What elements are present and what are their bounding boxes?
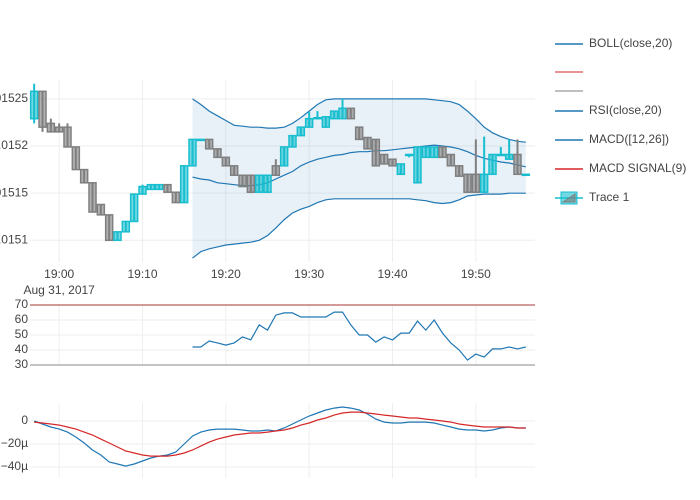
y-tick-label: 0.01515	[0, 185, 28, 199]
candle-body	[196, 138, 206, 142]
candle-body	[238, 174, 247, 188]
candle-body	[279, 146, 289, 167]
legend-label: MACD([12,26])	[589, 132, 669, 146]
candle-body	[204, 138, 214, 150]
y-tick-label: −40µ	[1, 459, 28, 473]
x-tick-label: 19:00	[44, 267, 74, 281]
candle-body	[154, 183, 164, 191]
candle-body	[263, 174, 272, 193]
candle-body	[354, 126, 364, 141]
boll-band	[192, 98, 526, 143]
y-tick-label: 60	[15, 312, 29, 326]
candle-body	[388, 158, 397, 167]
candle-body	[213, 148, 222, 159]
x-date-label: Aug 31, 2017	[23, 283, 95, 297]
candle-body	[179, 165, 189, 204]
candle-body	[488, 153, 497, 176]
band-fill	[192, 98, 526, 259]
candle-body	[404, 153, 414, 157]
candle-body	[163, 183, 172, 193]
candle-body	[96, 203, 106, 216]
candle-body	[313, 116, 322, 120]
candle-body	[429, 146, 439, 159]
candle-body	[379, 153, 389, 165]
candle-body	[229, 165, 239, 176]
y-tick-label: 50	[15, 327, 29, 341]
y-tick-label: 30	[15, 357, 29, 371]
candle-body	[121, 220, 131, 233]
candle-body	[46, 122, 56, 133]
legend-swatch	[561, 193, 576, 203]
candle-body	[246, 174, 256, 193]
candle-body	[363, 136, 372, 150]
y-tick-label: 70	[15, 297, 29, 311]
candle-body	[471, 173, 481, 193]
y-tick-label: 0	[21, 413, 28, 427]
candle-body	[504, 153, 514, 160]
legend-label: BOLL(close,20)	[589, 36, 672, 50]
candle-body	[446, 153, 456, 167]
candle-body	[54, 126, 64, 133]
candle-body	[454, 165, 464, 177]
candle-body	[438, 146, 447, 159]
candle-body	[463, 173, 472, 193]
candle-body	[288, 134, 297, 148]
candle-body	[38, 90, 47, 128]
candle-body	[321, 116, 331, 128]
candle-body	[113, 231, 122, 242]
candle-body	[254, 174, 264, 193]
candle-body	[138, 185, 147, 195]
candle-body	[396, 163, 406, 176]
candle-body	[496, 153, 506, 157]
candle-body	[371, 138, 381, 167]
legend-label: MACD SIGNAL(9)	[589, 161, 686, 175]
candle-body	[71, 146, 81, 171]
candle-body	[79, 168, 89, 184]
candle-body	[29, 90, 39, 120]
x-tick-label: 19:30	[294, 267, 324, 281]
x-tick-label: 19:50	[461, 267, 491, 281]
candle-body	[221, 156, 231, 167]
y-tick-label: 0.0152	[0, 138, 28, 152]
line	[192, 311, 526, 361]
y-tick-label: 0.0151	[0, 232, 28, 246]
candle-body	[338, 107, 347, 120]
candle-body	[296, 126, 306, 137]
candle-body	[88, 182, 97, 213]
x-tick-label: 19:20	[211, 267, 241, 281]
legend-label: Trace 1	[589, 190, 630, 204]
line	[34, 411, 526, 457]
y-tick-label: −20µ	[1, 436, 28, 450]
candle-body	[521, 173, 531, 177]
candle-body	[513, 153, 522, 176]
legend-label: RSI(close,20)	[589, 103, 662, 117]
candle-body	[346, 107, 356, 120]
candle-body	[421, 146, 431, 159]
candle-body	[171, 191, 181, 204]
candle-body	[479, 173, 489, 193]
candle-body	[188, 138, 197, 167]
y-tick-label: 40	[15, 342, 29, 356]
line	[33, 406, 526, 467]
boll-band	[192, 192, 526, 259]
candle-body	[104, 214, 114, 242]
candle-body	[146, 183, 156, 191]
candle-body	[129, 193, 139, 223]
candle-body	[413, 146, 422, 184]
candle-body	[271, 165, 281, 176]
y-tick-label: 0.01525	[0, 91, 28, 105]
candle-body	[63, 126, 72, 148]
candle-body	[304, 117, 314, 128]
candle-body	[329, 110, 339, 120]
x-tick-label: 19:40	[377, 267, 407, 281]
x-tick-label: 19:10	[127, 267, 157, 281]
